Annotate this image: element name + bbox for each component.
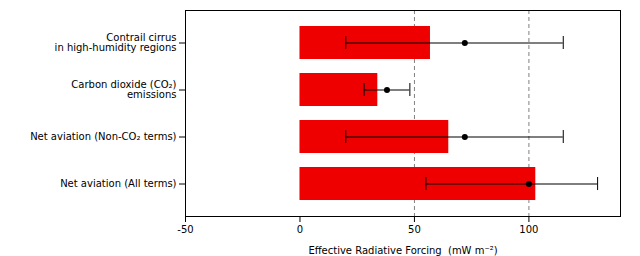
svg-text:50: 50 [408,224,421,235]
svg-text:Contrail cirrusin high-humidit: Contrail cirrusin high-humidity regions [55,32,177,53]
svg-text:-50: -50 [177,224,193,235]
svg-text:Effective Radiative Forcing (: Effective Radiative Forcing (mW m⁻²) [308,245,497,256]
svg-text:100: 100 [519,224,538,235]
svg-text:Carbon dioxide (CO₂)emissions: Carbon dioxide (CO₂)emissions [71,79,176,100]
svg-text:0: 0 [297,224,303,235]
svg-text:Net aviation (Non-CO₂ terms): Net aviation (Non-CO₂ terms) [30,131,176,142]
svg-text:Net aviation (All terms): Net aviation (All terms) [60,178,176,189]
